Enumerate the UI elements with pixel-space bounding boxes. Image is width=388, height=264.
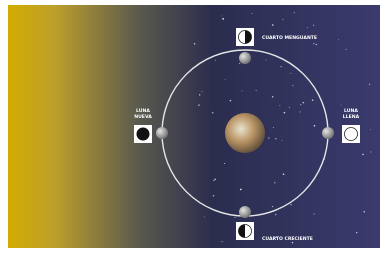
star bbox=[290, 204, 292, 206]
phase-label: LUNA bbox=[344, 108, 358, 114]
star bbox=[275, 138, 277, 140]
star bbox=[273, 127, 274, 128]
star bbox=[294, 12, 295, 13]
star bbox=[234, 217, 235, 218]
star bbox=[221, 15, 222, 16]
star bbox=[221, 241, 222, 242]
star bbox=[284, 112, 286, 114]
star bbox=[215, 179, 216, 180]
moon bbox=[239, 52, 251, 64]
star bbox=[340, 105, 341, 106]
star bbox=[202, 91, 203, 92]
moon bbox=[239, 206, 251, 218]
page: CUARTO MENGUANTELUNANUEVALUNALLENACUARTO… bbox=[0, 0, 388, 260]
star bbox=[268, 137, 269, 138]
star bbox=[272, 96, 273, 97]
star bbox=[224, 163, 225, 164]
star bbox=[362, 154, 364, 156]
phase-label: CUARTO MENGUANTE bbox=[262, 35, 317, 41]
star bbox=[274, 182, 275, 183]
star bbox=[213, 195, 215, 197]
phase-label: NUEVA bbox=[134, 114, 152, 120]
star bbox=[313, 25, 314, 26]
moon bbox=[156, 127, 168, 139]
star bbox=[256, 90, 257, 91]
star bbox=[292, 242, 293, 243]
star bbox=[303, 102, 305, 104]
phase-label: LLENA bbox=[343, 114, 360, 120]
star bbox=[239, 63, 241, 65]
star bbox=[194, 43, 196, 45]
background bbox=[8, 5, 380, 248]
star bbox=[225, 79, 226, 80]
earth bbox=[225, 113, 265, 153]
star bbox=[282, 19, 283, 20]
star bbox=[282, 140, 283, 141]
star bbox=[212, 112, 214, 114]
star bbox=[222, 18, 224, 20]
diagram: CUARTO MENGUANTELUNANUEVALUNALLENACUARTO… bbox=[0, 0, 388, 260]
star bbox=[370, 151, 371, 152]
star bbox=[346, 49, 347, 50]
star bbox=[369, 84, 370, 85]
star bbox=[314, 125, 316, 127]
star bbox=[215, 60, 216, 61]
star bbox=[312, 99, 314, 101]
star bbox=[230, 100, 231, 101]
star bbox=[283, 173, 285, 175]
star bbox=[266, 60, 267, 61]
moon bbox=[322, 127, 334, 139]
star bbox=[363, 211, 365, 213]
star bbox=[272, 206, 273, 207]
star bbox=[272, 24, 274, 26]
star bbox=[314, 213, 315, 214]
star bbox=[292, 85, 293, 86]
star bbox=[281, 66, 282, 67]
phase-label: LUNA bbox=[136, 108, 150, 114]
star bbox=[370, 129, 371, 130]
star bbox=[252, 13, 253, 14]
phase-icon bbox=[137, 128, 150, 141]
phase-icon bbox=[345, 128, 358, 141]
star bbox=[241, 90, 242, 91]
star bbox=[300, 104, 301, 105]
star bbox=[213, 180, 215, 182]
star bbox=[290, 73, 291, 74]
star bbox=[300, 112, 301, 113]
star bbox=[289, 107, 290, 108]
star bbox=[338, 39, 339, 40]
star bbox=[316, 44, 317, 45]
star bbox=[199, 94, 200, 95]
star bbox=[198, 104, 199, 105]
star bbox=[204, 216, 205, 217]
star bbox=[240, 189, 242, 191]
star bbox=[313, 43, 314, 44]
star bbox=[275, 214, 276, 215]
star bbox=[356, 232, 357, 233]
star bbox=[307, 27, 308, 28]
star bbox=[279, 105, 280, 106]
phase-label: CUARTO CRECIENTE bbox=[262, 236, 313, 242]
